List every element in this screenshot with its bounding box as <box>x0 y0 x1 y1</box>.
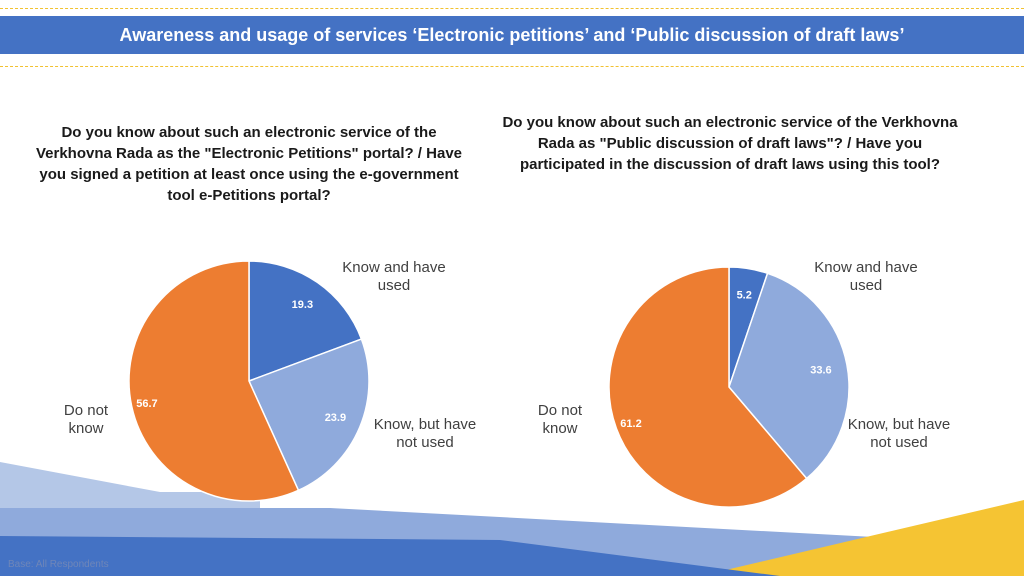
chart-1-value-know-not-used: 23.9 <box>325 412 346 424</box>
chart-1-slice-know-not-used <box>247 338 370 492</box>
chart-2-label-know-not-used-line-2: not used <box>870 434 928 451</box>
chart-1-label-know-not-used-line-1: Know, but have <box>374 416 477 433</box>
chart-2-label-do-not-know-line-2: know <box>542 420 577 437</box>
decorative-bottom-band <box>0 462 1024 576</box>
chart-2-label-know-used-line-1: Know and have <box>814 259 917 276</box>
chart-2-label-do-not-know-line-1: Do not <box>538 402 583 419</box>
chart-1-label-know-used-line-2: used <box>378 277 411 294</box>
chart-1-question: Do you know about such an electronic ser… <box>35 124 463 204</box>
chart-1-value-know-used: 19.3 <box>292 299 313 311</box>
pie-chart-electronic-petitions: 19.3 23.9 56.7 <box>128 260 370 502</box>
chart-2-slice-know-not-used <box>728 272 850 480</box>
chart-2-label-know-not-used-line-1: Know, but have <box>848 416 951 433</box>
chart-2-slice-do-not-know <box>608 266 808 508</box>
top-dashed-line <box>0 8 1024 9</box>
chart-2-value-know-not-used: 33.6 <box>810 364 831 376</box>
page-title: Awareness and usage of services ‘Electro… <box>0 16 1024 54</box>
chart-2-question: Do you know about such an electronic ser… <box>502 114 958 173</box>
chart-1-label-know-used-line-1: Know and have <box>342 259 445 276</box>
chart-2-value-do-not-know: 61.2 <box>620 418 641 430</box>
chart-1-value-do-not-know: 56.7 <box>136 398 157 410</box>
chart-1-label-do-not-know-line-2: know <box>68 420 103 437</box>
chart-1-label-do-not-know-line-1: Do not <box>64 402 109 419</box>
chart-1-slice-know-used <box>248 260 363 383</box>
chart-1-slice-do-not-know <box>128 260 300 502</box>
pie-chart-public-discussion: 5.2 33.6 61.2 <box>608 266 850 508</box>
chart-2-value-know-used: 5.2 <box>737 290 752 302</box>
chart-1-label-know-not-used-line-2: not used <box>396 434 454 451</box>
footer-base-note: Base: All Respondents <box>8 559 109 570</box>
chart-2-label-know-used-line-2: used <box>850 277 883 294</box>
bottom-dashed-line <box>0 66 1024 67</box>
